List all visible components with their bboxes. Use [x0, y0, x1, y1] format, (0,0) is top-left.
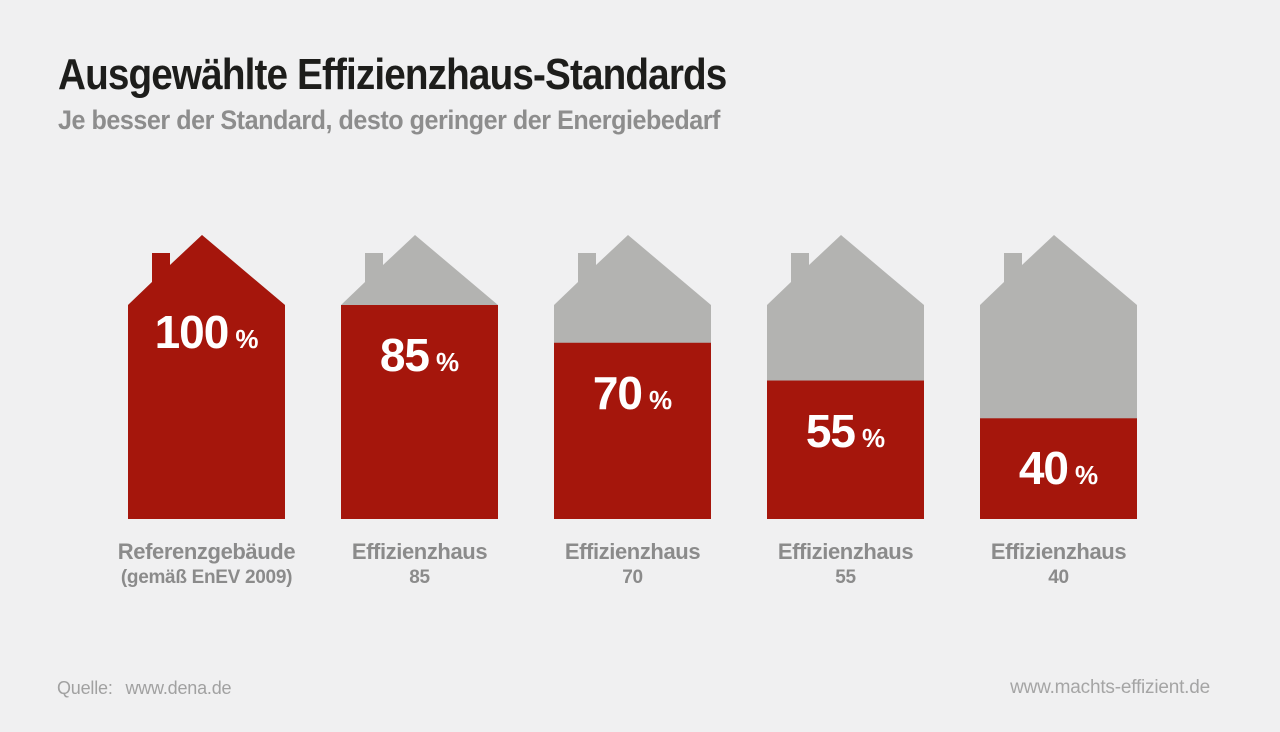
value-number: 70 [592, 366, 643, 419]
house-icon [980, 235, 1137, 519]
source-url: www.dena.de [125, 678, 232, 698]
house-column: 100% Referenzgebäude (gemäß EnEV 2009) [118, 235, 296, 588]
percent-sign: % [436, 347, 460, 377]
percent-sign: % [862, 422, 886, 453]
house-caption-line1: Effizienzhaus [990, 539, 1127, 564]
house-fill-shape [128, 235, 285, 519]
page-title: Ausgewählte Effizienzhaus-Standards [58, 50, 727, 99]
value-label: 55% [767, 408, 924, 454]
house-column: 85% Effizienzhaus 85 [341, 235, 498, 588]
house-caption-line2: 40 [1048, 567, 1069, 589]
value-label: 100% [128, 309, 285, 355]
house-fill-shape [767, 380, 924, 519]
website-url: www.machts-effizient.de [1010, 677, 1210, 698]
house-icon [554, 235, 711, 519]
house-column: 70% Effizienzhaus 70 [554, 235, 711, 588]
house-caption: Referenzgebäude (gemäß EnEV 2009) [117, 539, 296, 589]
house-caption-line1: Effizienzhaus [564, 539, 701, 564]
house-caption: Effizienzhaus 55 [777, 539, 914, 589]
value-number: 40 [1018, 442, 1069, 495]
house-caption-line2: 85 [409, 567, 430, 589]
house-icon [128, 235, 285, 519]
house-caption-line2: 55 [835, 567, 856, 589]
percent-sign: % [1075, 460, 1099, 491]
value-number: 85 [379, 329, 430, 381]
page-subtitle: Je besser der Standard, desto geringer d… [58, 105, 720, 135]
house-caption: Effizienzhaus 40 [990, 539, 1127, 589]
house-fill-shape [980, 418, 1137, 519]
value-number: 100 [154, 306, 230, 358]
value-number: 55 [805, 404, 856, 457]
house-caption-line1: Referenzgebäude [117, 539, 296, 564]
house-column: 40% Effizienzhaus 40 [980, 235, 1137, 588]
house-column: 55% Effizienzhaus 55 [767, 235, 924, 588]
source-credit: Quelle: www.dena.de [57, 678, 232, 699]
value-label: 85% [341, 332, 498, 378]
source-label: Quelle: [57, 678, 113, 698]
percent-sign: % [235, 324, 259, 354]
house-icon [767, 235, 924, 519]
house-caption-line1: Effizienzhaus [351, 539, 488, 564]
house-fill-shape [554, 342, 711, 519]
house-fill-shape [341, 305, 498, 519]
house-caption: Effizienzhaus 85 [351, 539, 488, 589]
value-label: 70% [554, 370, 711, 416]
house-icon [341, 235, 498, 519]
house-caption-line1: Effizienzhaus [777, 539, 914, 564]
value-label: 40% [980, 445, 1137, 491]
house-caption-line2: 70 [622, 567, 643, 589]
house-caption-line2: (gemäß EnEV 2009) [120, 567, 293, 589]
percent-sign: % [649, 384, 673, 415]
house-caption: Effizienzhaus 70 [564, 539, 701, 589]
